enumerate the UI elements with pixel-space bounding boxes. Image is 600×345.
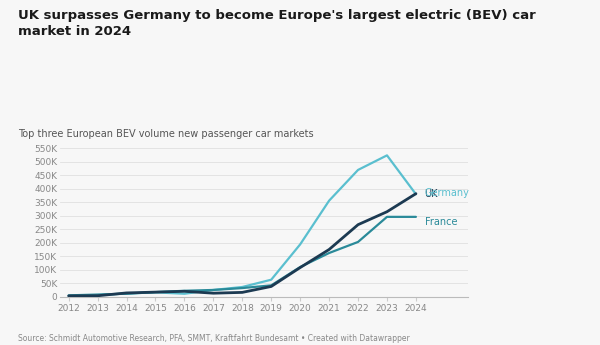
Text: UK: UK — [425, 189, 438, 199]
Text: UK surpasses Germany to become Europe's largest electric (BEV) car
market in 202: UK surpasses Germany to become Europe's … — [18, 9, 536, 38]
Text: Top three European BEV volume new passenger car markets: Top three European BEV volume new passen… — [18, 129, 314, 139]
Text: Germany: Germany — [425, 188, 469, 198]
Text: Source: Schmidt Automotive Research, PFA, SMMT, Kraftfahrt Bundesamt • Created w: Source: Schmidt Automotive Research, PFA… — [18, 334, 410, 343]
Text: France: France — [425, 217, 457, 227]
